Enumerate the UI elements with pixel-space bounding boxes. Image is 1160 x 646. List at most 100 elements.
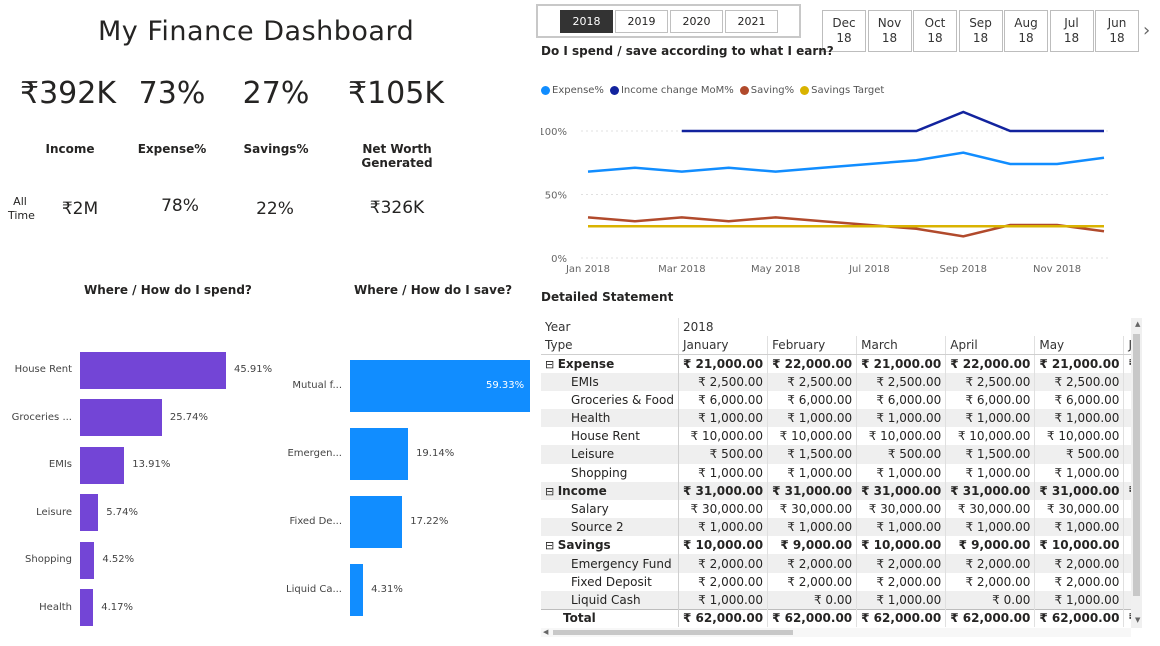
month-button-dec[interactable]: Dec 18 (822, 10, 866, 52)
total-cell: ₹ 62,000.00 (678, 608, 769, 628)
kpi-savings-label: Savings% (243, 142, 309, 156)
legend-item[interactable]: Income change MoM% (609, 85, 734, 96)
legend-item[interactable]: Savings Target (800, 85, 884, 96)
kpi-income-label: Income (45, 142, 95, 156)
legend-item[interactable]: Saving% (739, 85, 794, 96)
collapse-icon[interactable]: ⊟ (545, 357, 558, 371)
empty-cell (946, 318, 1035, 336)
x-tick-label: Nov 2018 (1033, 264, 1081, 275)
month-header[interactable]: January (677, 336, 768, 355)
bar-label: Groceries ... (11, 411, 72, 423)
table-cell: ₹ 1,000.00 (856, 408, 947, 428)
table-cell: ₹ 31,000.00 (767, 481, 858, 500)
bar[interactable] (80, 494, 99, 531)
kpi-expense-label: Expense% (137, 142, 207, 156)
bar-value-label: 4.31% (371, 584, 403, 595)
legend-item[interactable]: Expense% (541, 85, 604, 96)
table-cell: ₹ 1,000.00 (856, 463, 947, 482)
total-cell: ₹ 62,000.00 (1034, 608, 1125, 628)
row-label: House Rent (541, 427, 679, 446)
year-button-2021[interactable]: 2021 (725, 10, 778, 33)
row-label[interactable]: ⊟ Savings (541, 536, 679, 555)
month-button-jun[interactable]: Jun 18 (1095, 10, 1139, 52)
scroll-down-icon[interactable]: ▼ (1135, 616, 1141, 624)
month-button-oct[interactable]: Oct 18 (913, 10, 957, 52)
table-cell: ₹ 31,000.00 (678, 481, 769, 500)
month-header[interactable]: February (767, 336, 857, 355)
month-header[interactable]: March (856, 336, 946, 355)
table-cell: ₹ 2,000.00 (1123, 572, 1131, 591)
category-row: ⊟ Expense ₹ 21,000.00 ₹ 22,000.00 ₹ 21,000.… (541, 354, 1131, 373)
month-button-aug[interactable]: Aug 18 (1004, 10, 1048, 52)
month-header[interactable]: May (1034, 336, 1124, 355)
bar-value-label: 25.74% (169, 411, 208, 423)
bar[interactable] (80, 399, 162, 436)
table-cell: ₹ 30,000.00 (678, 499, 769, 519)
month-button-nov[interactable]: Nov 18 (867, 10, 912, 52)
series-line[interactable] (587, 151, 1105, 173)
type-header[interactable]: Type (541, 336, 679, 355)
y-tick-label: 0% (551, 254, 567, 265)
bar[interactable] (350, 564, 364, 616)
row-label: EMIs (541, 372, 679, 391)
table-cell: ₹ 2,000.00 (1034, 554, 1125, 573)
y-tick-label: 100% (541, 127, 567, 138)
table-cell: ₹ 30,000.00 (945, 499, 1036, 519)
series-line[interactable] (587, 216, 1105, 238)
category-label: Expense (557, 356, 615, 371)
month-label: Sep (969, 16, 992, 30)
legend-dot (609, 86, 619, 95)
row-label[interactable]: ⊟ Expense (541, 354, 679, 373)
statement-table: Year 2018 Type January February March April May… (541, 318, 1131, 628)
line-chart: 0% 50% 100% Jan 2018 Mar 2018 May 2018 Jul 201… (541, 110, 1111, 275)
legend-label: Expense% (552, 85, 604, 96)
table-cell: ₹ 1,000.00 (767, 518, 858, 537)
total-label: Total (541, 608, 679, 628)
total-cell: ₹ 62,000.00 (856, 608, 947, 628)
bar[interactable] (80, 446, 125, 484)
vertical-scrollbar[interactable]: ▲ ▼ (1131, 318, 1142, 628)
series-line[interactable] (681, 110, 1104, 133)
year-button-2020[interactable]: 2020 (670, 10, 723, 33)
empty-cell (1035, 318, 1124, 336)
collapse-icon[interactable]: ⊟ (545, 539, 558, 553)
bar-value-label: 59.33% (486, 380, 525, 391)
year-button-2018[interactable]: 2018 (560, 10, 613, 33)
table-cell: ₹ 10,000.00 (678, 536, 769, 555)
row-label: Salary (541, 499, 679, 519)
bar[interactable] (350, 496, 403, 548)
table-cell: ₹ 31,000.00 (856, 481, 947, 500)
empty-cell (1124, 318, 1131, 336)
horizontal-scrollbar[interactable]: ◀ (541, 628, 1131, 637)
month-button-jul[interactable]: Jul 18 (1049, 10, 1094, 52)
table-cell: ₹ 1,000.00 (945, 518, 1036, 537)
row-label: Liquid Cash (541, 590, 679, 609)
bar[interactable] (350, 428, 409, 480)
chevron-right-icon[interactable]: › (1143, 20, 1151, 41)
table-cell: ₹ 1,000.00 (678, 518, 769, 537)
month-year: 18 (881, 31, 898, 45)
month-button-sep[interactable]: Sep 18 (958, 10, 1003, 52)
collapse-icon[interactable]: ⊟ (545, 484, 558, 498)
bar[interactable] (80, 351, 226, 389)
bar-value-label: 13.91% (132, 459, 171, 470)
month-label: Dec (832, 16, 856, 30)
bar-label: Shopping (25, 554, 72, 565)
table-cell: ₹ 9,000.00 (945, 536, 1036, 555)
table-cell: ₹ 0.00 (1123, 590, 1131, 609)
bar[interactable] (350, 360, 530, 412)
bar[interactable] (80, 589, 94, 626)
bar[interactable] (80, 541, 95, 579)
hscrollbar-thumb[interactable] (553, 630, 793, 635)
scroll-left-icon[interactable]: ◀ (543, 628, 549, 636)
bar-value-label: 19.14% (416, 448, 455, 459)
kpi-income-value: ₹392K (19, 76, 117, 111)
month-header[interactable]: June (1123, 336, 1131, 355)
scroll-up-icon[interactable]: ▲ (1135, 320, 1141, 328)
year-button-2019[interactable]: 2019 (615, 10, 668, 33)
row-label[interactable]: ⊟ Income (541, 481, 679, 500)
scrollbar-thumb[interactable] (1133, 334, 1140, 596)
kpi-income-alltime: ₹2M (61, 199, 99, 219)
table-cell: ₹ 6,000.00 (856, 390, 947, 409)
month-header[interactable]: April (945, 336, 1035, 355)
